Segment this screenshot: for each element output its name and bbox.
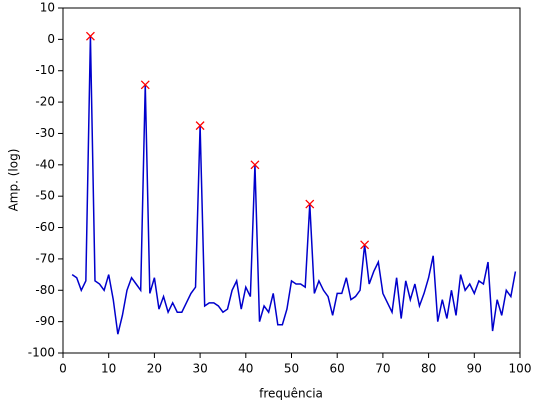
y-tick-label: -10 (35, 63, 55, 77)
x-tick-label: 50 (284, 362, 299, 376)
x-tick-label: 80 (421, 362, 436, 376)
x-tick-label: 10 (101, 362, 116, 376)
y-tick-label: -20 (35, 95, 55, 109)
x-tick-label: 20 (147, 362, 162, 376)
marker (85, 31, 95, 41)
marker (360, 240, 370, 250)
y-tick-label: -40 (35, 157, 55, 171)
y-tick-label: -80 (35, 283, 55, 297)
y-tick-label: -60 (35, 220, 55, 234)
x-axis-label: frequência (259, 387, 323, 401)
x-tick-label: 100 (509, 362, 532, 376)
marker (195, 121, 205, 131)
y-tick-label: -50 (35, 189, 55, 203)
marker (305, 199, 315, 209)
marker (250, 160, 260, 170)
y-tick-label: 0 (47, 32, 55, 46)
x-tick-label: 30 (192, 362, 207, 376)
y-tick-label: -30 (35, 126, 55, 140)
line (71, 36, 517, 335)
x-tick-label: 60 (330, 362, 345, 376)
x-tick-label: 90 (467, 362, 482, 376)
y-tick-label: 10 (40, 1, 55, 15)
x-tick-label: 70 (375, 362, 390, 376)
y-tick-label: -100 (28, 346, 55, 360)
y-tick-label: -70 (35, 251, 55, 265)
x-tick-label: 40 (238, 362, 253, 376)
marker (140, 80, 150, 90)
y-tick-label: -90 (35, 314, 55, 328)
y-axis-label: Amp. (log) (7, 149, 21, 212)
x-tick-label: 0 (59, 362, 67, 376)
